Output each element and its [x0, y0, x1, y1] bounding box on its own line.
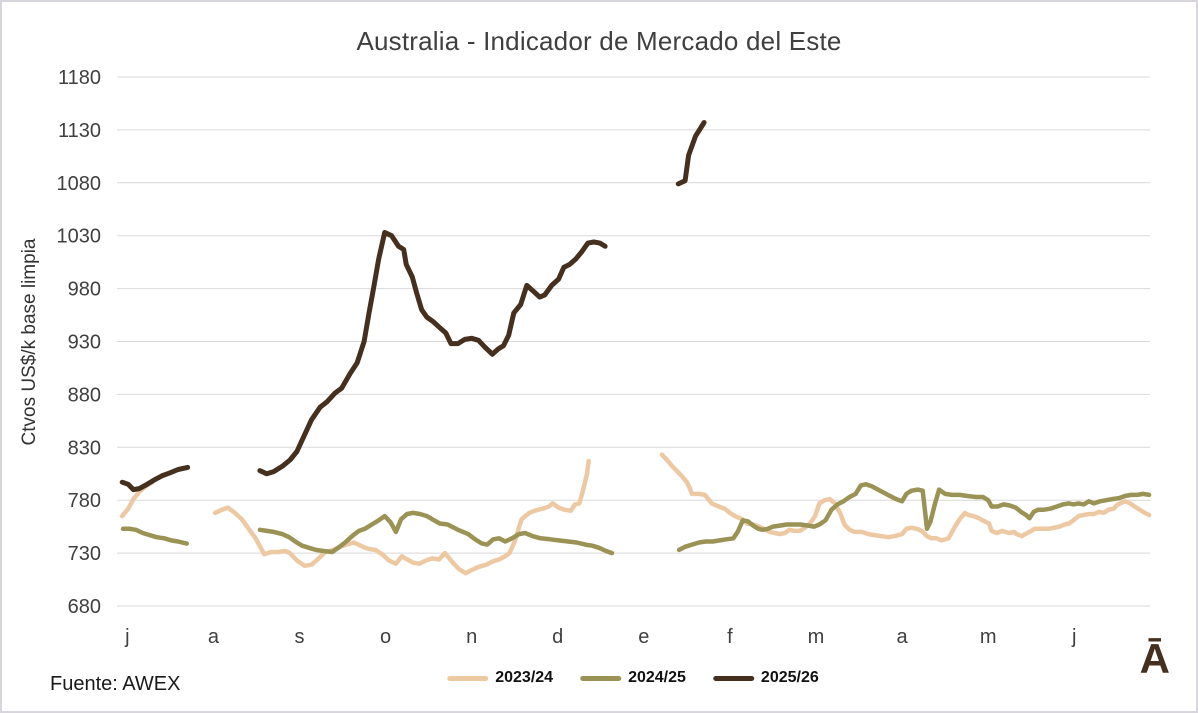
- svg-text:m: m: [808, 626, 825, 648]
- legend-label-2024-25: 2024/25: [628, 669, 686, 686]
- svg-text:j: j: [124, 626, 129, 648]
- svg-text:1080: 1080: [57, 173, 102, 195]
- svg-text:1180: 1180: [58, 67, 101, 89]
- svg-text:o: o: [380, 626, 391, 648]
- legend-label-2025-26: 2025/26: [760, 669, 819, 686]
- svg-text:680: 680: [68, 596, 101, 618]
- svg-text:930: 930: [68, 332, 101, 354]
- svg-text:830: 830: [68, 437, 101, 459]
- legend-swatch-2023-24-icon: [447, 675, 489, 681]
- svg-text:1130: 1130: [58, 120, 101, 142]
- svg-text:e: e: [638, 626, 649, 648]
- svg-text:m: m: [980, 626, 997, 648]
- svg-text:1030: 1030: [57, 226, 102, 248]
- svg-text:780: 780: [68, 490, 101, 512]
- legend-item-2024-25: 2024/25: [580, 669, 686, 687]
- source-text: Fuente: AWEX: [50, 673, 181, 695]
- legend-item-2025-26: 2025/26: [712, 669, 819, 687]
- svg-text:j: j: [1071, 626, 1076, 648]
- svg-text:d: d: [552, 626, 563, 648]
- svg-text:980: 980: [68, 279, 101, 301]
- svg-text:f: f: [727, 626, 733, 648]
- svg-text:a: a: [897, 626, 909, 648]
- svg-text:s: s: [294, 626, 304, 648]
- legend-item-2023-24: 2023/24: [447, 669, 553, 687]
- brand-logo: Ā: [1139, 635, 1170, 682]
- chart-title: Australia - Indicador de Mercado del Est…: [356, 26, 842, 56]
- legend: 2023/24 2024/25 2025/26: [447, 669, 819, 687]
- svg-text:n: n: [466, 626, 477, 648]
- legend-label-2023-24: 2023/24: [495, 669, 554, 686]
- svg-text:a: a: [208, 626, 220, 648]
- legend-swatch-2024-25-icon: [580, 675, 622, 681]
- svg-text:730: 730: [68, 543, 101, 565]
- legend-swatch-2025-26-icon: [712, 675, 754, 681]
- svg-text:880: 880: [68, 384, 101, 406]
